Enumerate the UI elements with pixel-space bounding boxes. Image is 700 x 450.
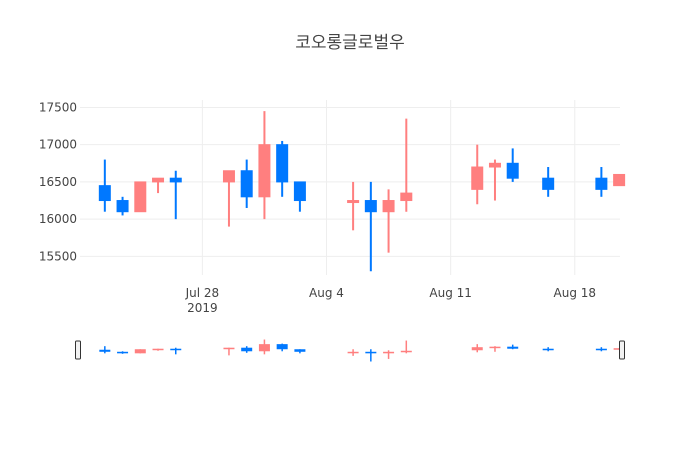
candle-body[interactable]: [347, 200, 360, 204]
candle-body[interactable]: [488, 162, 501, 168]
slider-candle-body: [117, 351, 129, 354]
candle-body[interactable]: [506, 162, 519, 179]
candle-body[interactable]: [169, 177, 182, 183]
slider-candle-body: [471, 347, 483, 351]
slider-candle-body: [595, 348, 607, 351]
y-tick-label: 16500: [39, 175, 77, 189]
candle-body[interactable]: [400, 192, 413, 202]
candle-body[interactable]: [116, 200, 129, 213]
slider-candle-body: [383, 351, 395, 354]
y-tick-label: 17000: [39, 138, 77, 152]
candle-body[interactable]: [276, 144, 289, 183]
candle-body[interactable]: [222, 170, 235, 183]
slider-candle-body: [347, 351, 359, 354]
x-tick-label: Aug 4: [309, 286, 344, 300]
candle-body[interactable]: [364, 200, 377, 213]
x-tick-label: Jul 28: [185, 286, 220, 300]
range-slider-right-handle[interactable]: [619, 340, 625, 360]
candle-body[interactable]: [595, 177, 608, 190]
x-tick-label: Aug 18: [554, 286, 597, 300]
range-slider-left-handle[interactable]: [75, 340, 81, 360]
slider-candle-body: [507, 346, 519, 349]
slider-candle-body: [223, 347, 235, 350]
slider-candle-body: [365, 351, 377, 354]
range-slider-track[interactable]: [80, 338, 620, 362]
x-tick-label: Aug 11: [429, 286, 472, 300]
candle-body[interactable]: [152, 177, 165, 183]
y-tick-label: 17500: [39, 100, 77, 114]
slider-candle-body: [170, 348, 182, 351]
candle-body[interactable]: [382, 200, 395, 213]
candles[interactable]: [98, 111, 626, 272]
candle-body[interactable]: [613, 173, 626, 187]
range-slider[interactable]: [75, 338, 625, 362]
candle-body[interactable]: [258, 144, 271, 198]
chart-title: 코오롱글로벌우: [295, 33, 404, 53]
slider-candle-body: [99, 349, 111, 352]
slider-candle-body: [489, 346, 501, 349]
slider-candle-body: [134, 349, 146, 354]
slider-candle-body: [241, 347, 253, 352]
candle-body[interactable]: [542, 177, 555, 190]
x-tick-sublabel: 2019: [187, 301, 218, 315]
slider-candle-body: [258, 344, 270, 352]
candle-body[interactable]: [134, 181, 147, 213]
candle-body[interactable]: [98, 185, 111, 202]
slider-candle-body: [152, 348, 164, 351]
slider-candle-body: [400, 350, 412, 353]
candle-body[interactable]: [240, 170, 253, 198]
slider-candle-body: [276, 344, 288, 350]
candle-body[interactable]: [471, 166, 484, 190]
grid: [80, 100, 620, 275]
slider-candle-body: [542, 348, 554, 351]
slider-candle-body: [294, 349, 306, 352]
y-tick-label: 15500: [39, 249, 77, 263]
y-tick-label: 16000: [39, 212, 77, 226]
candle-body[interactable]: [293, 181, 306, 202]
